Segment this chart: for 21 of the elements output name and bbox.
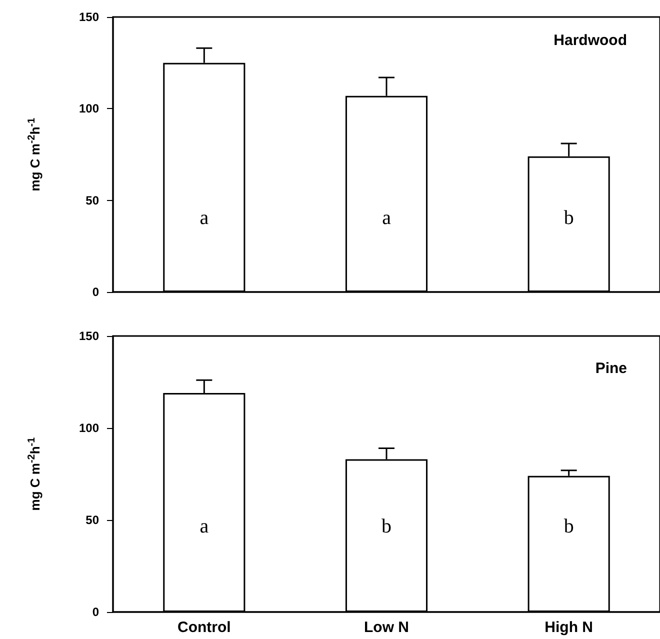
annotation: a	[382, 206, 392, 229]
y-tick-label: 100	[78, 102, 100, 116]
x-tick-label: Low N	[364, 619, 409, 636]
text: Hardwood	[554, 32, 628, 49]
x-tick-label: Control	[178, 619, 231, 636]
y-tick-label: 0	[92, 285, 100, 299]
x-tick-label: High N	[544, 619, 593, 636]
y-tick-label: 0	[92, 605, 100, 619]
annotation: b	[564, 206, 574, 229]
annotation: a	[200, 515, 209, 538]
y-tick-label: 150	[78, 329, 100, 343]
y-tick-label: 100	[78, 421, 100, 435]
y-tick-label: 50	[86, 513, 100, 527]
y-axis-title: mg C m-2h-1	[26, 117, 42, 192]
annotation: a	[200, 206, 209, 229]
y-tick-label: 50	[86, 193, 100, 208]
annotation: b	[382, 515, 392, 538]
annotation: b	[564, 515, 574, 538]
text: Pine	[595, 360, 628, 377]
y-axis-title: mg C m-2h-1	[26, 436, 42, 511]
y-tick-label: 150	[78, 10, 100, 24]
